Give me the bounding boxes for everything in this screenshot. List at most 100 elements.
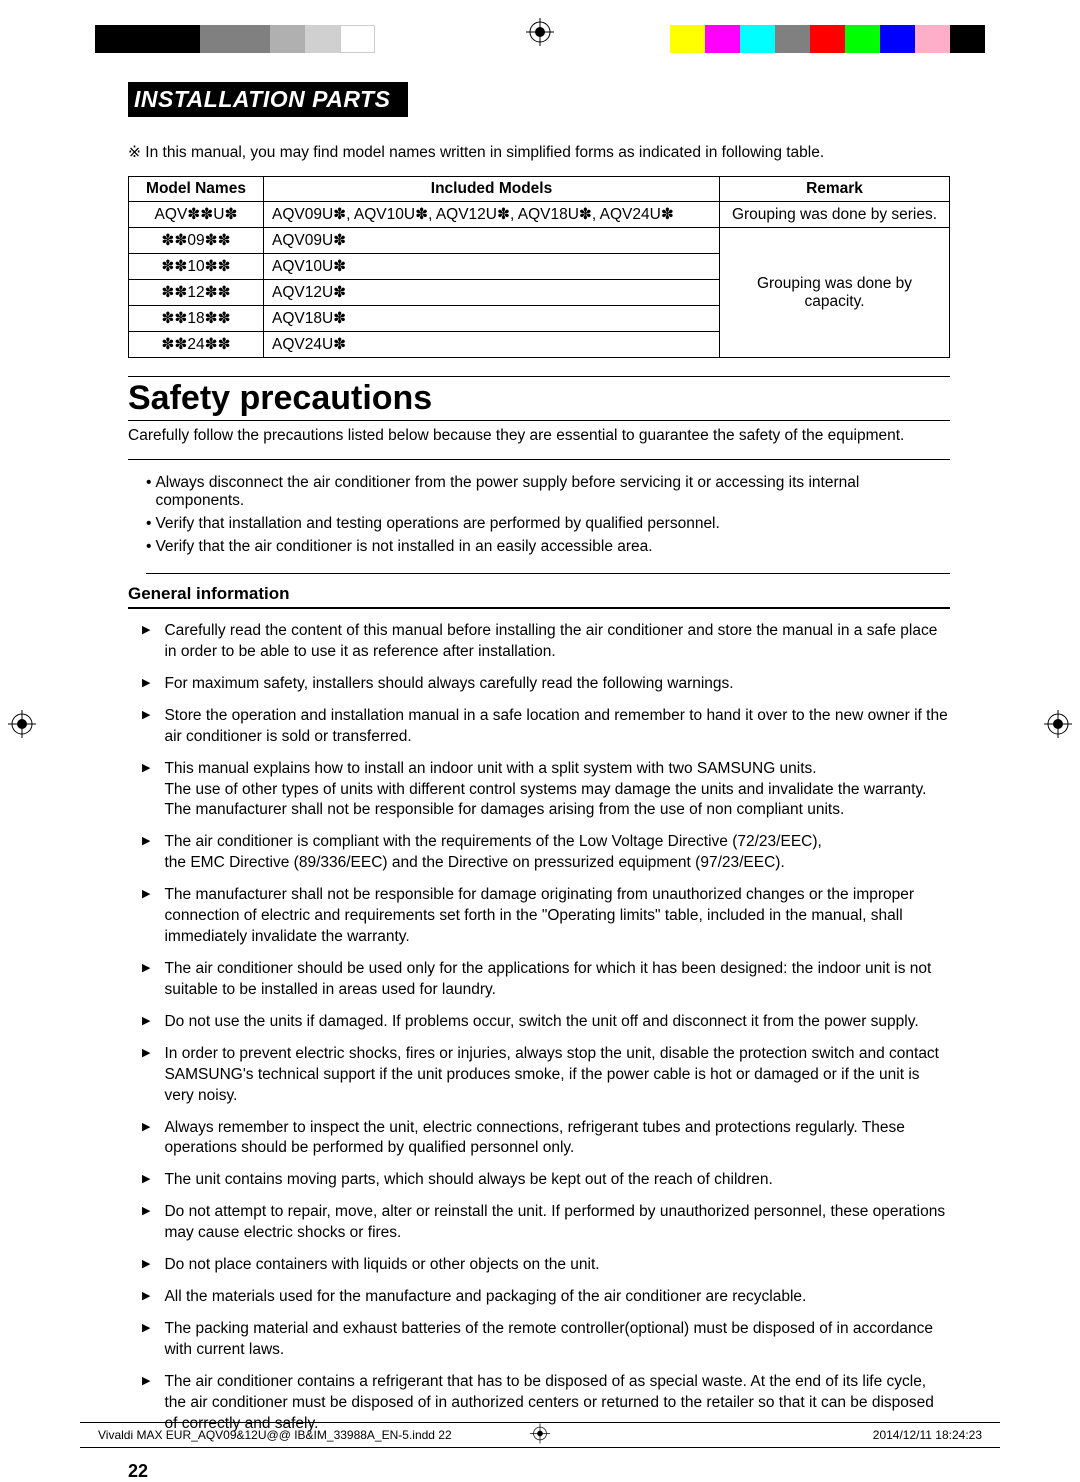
color-swatch bbox=[845, 25, 880, 53]
general-info-item: ▶In order to prevent electric shocks, fi… bbox=[142, 1044, 950, 1107]
color-bar-left bbox=[95, 25, 375, 53]
triangle-bullet-icon: ▶ bbox=[142, 1046, 150, 1107]
registration-mark-footer bbox=[530, 1424, 550, 1447]
warning-item: •Always disconnect the air conditioner f… bbox=[146, 474, 950, 510]
general-info-item: ▶ All the materials used for the manufact… bbox=[142, 1287, 950, 1308]
color-swatch bbox=[165, 25, 200, 53]
th-remark: Remark bbox=[720, 177, 950, 202]
triangle-bullet-icon: ▶ bbox=[142, 1120, 150, 1160]
table-cell: ✽✽10✽✽ bbox=[129, 254, 264, 280]
color-swatch bbox=[705, 25, 740, 53]
warnings-list: •Always disconnect the air conditioner f… bbox=[146, 474, 950, 574]
triangle-bullet-icon: ▶ bbox=[142, 623, 150, 663]
color-swatch bbox=[950, 25, 985, 53]
table-cell: Grouping was done by capacity. bbox=[720, 228, 950, 358]
th-model-names: Model Names bbox=[129, 177, 264, 202]
color-swatch bbox=[915, 25, 950, 53]
general-info-item: ▶ For maximum safety, installers should a… bbox=[142, 674, 950, 695]
general-info-text: All the materials used for the manufactu… bbox=[164, 1287, 806, 1308]
bullet-dot: • bbox=[146, 474, 151, 510]
section-header: INSTALLATION PARTS bbox=[128, 82, 950, 117]
table-cell: ✽✽12✽✽ bbox=[129, 280, 264, 306]
main-heading: Safety precautions bbox=[128, 376, 950, 421]
general-info-text: The manufacturer shall not be responsibl… bbox=[164, 885, 950, 948]
general-info-text: The unit contains moving parts, which sh… bbox=[164, 1170, 772, 1191]
color-swatch bbox=[810, 25, 845, 53]
color-swatch bbox=[880, 25, 915, 53]
triangle-bullet-icon: ▶ bbox=[142, 676, 150, 695]
triangle-bullet-icon: ▶ bbox=[142, 1321, 150, 1361]
general-info-list: ▶ Carefully read the content of this manu… bbox=[142, 621, 950, 1435]
general-info-text: This manual explains how to install an i… bbox=[164, 759, 926, 822]
triangle-bullet-icon: ▶ bbox=[142, 1289, 150, 1308]
table-cell: AQV✽✽U✽ bbox=[129, 202, 264, 228]
bullet-dot: • bbox=[146, 538, 151, 556]
section-header-text: INSTALLATION PARTS bbox=[128, 82, 408, 117]
print-marks-top bbox=[0, 0, 1080, 60]
general-info-item: ▶This manual explains how to install an … bbox=[142, 759, 950, 822]
table-cell: AQV24U✽ bbox=[264, 332, 720, 358]
general-info-item: ▶ Do not place containers with liquids or… bbox=[142, 1255, 950, 1276]
registration-mark-left bbox=[8, 710, 36, 743]
table-cell: ✽✽09✽✽ bbox=[129, 228, 264, 254]
triangle-bullet-icon: ▶ bbox=[142, 761, 150, 822]
general-info-title: General information bbox=[128, 584, 950, 609]
color-swatch bbox=[270, 25, 305, 53]
table-cell: ✽✽18✽✽ bbox=[129, 306, 264, 332]
general-info-item: ▶ The air conditioner should be used only… bbox=[142, 959, 950, 1001]
general-info-text: Do not use the units if damaged. If prob… bbox=[164, 1012, 918, 1033]
warning-item: •Verify that the air conditioner is not … bbox=[146, 538, 950, 556]
general-info-text: The air conditioner is compliant with th… bbox=[164, 832, 821, 874]
triangle-bullet-icon: ▶ bbox=[142, 834, 150, 874]
general-info-text: Carefully read the content of this manua… bbox=[164, 621, 950, 663]
footer-left: Vivaldi MAX EUR_AQV09&12U@@ IB&IM_33988A… bbox=[98, 1428, 452, 1442]
general-info-item: ▶ Store the operation and installation ma… bbox=[142, 706, 950, 748]
page-number: 22 bbox=[128, 1461, 950, 1482]
triangle-bullet-icon: ▶ bbox=[142, 1014, 150, 1033]
bullet-dot: • bbox=[146, 515, 151, 533]
general-info-item: ▶The packing material and exhaust batter… bbox=[142, 1319, 950, 1361]
color-swatch bbox=[130, 25, 165, 53]
warning-item: •Verify that installation and testing op… bbox=[146, 515, 950, 533]
triangle-bullet-icon: ▶ bbox=[142, 961, 150, 1001]
general-info-text: Do not place containers with liquids or … bbox=[164, 1255, 599, 1276]
general-info-item: ▶ Do not use the units if damaged. If pro… bbox=[142, 1012, 950, 1033]
color-bar-right bbox=[670, 25, 985, 53]
general-info-text: Store the operation and installation man… bbox=[164, 706, 950, 748]
triangle-bullet-icon: ▶ bbox=[142, 1257, 150, 1276]
intro-text: Carefully follow the precautions listed … bbox=[128, 427, 950, 460]
table-cell: AQV18U✽ bbox=[264, 306, 720, 332]
general-info-text: For maximum safety, installers should al… bbox=[164, 674, 733, 695]
color-swatch bbox=[305, 25, 340, 53]
general-info-item: ▶Do not attempt to repair, move, alter o… bbox=[142, 1202, 950, 1244]
color-swatch bbox=[775, 25, 810, 53]
warning-text: Verify that installation and testing ope… bbox=[155, 515, 719, 533]
footer-right: 2014/12/11 18:24:23 bbox=[873, 1428, 982, 1442]
general-info-item: ▶ The unit contains moving parts, which s… bbox=[142, 1170, 950, 1191]
table-cell: AQV09U✽ bbox=[264, 228, 720, 254]
footer-bar: Vivaldi MAX EUR_AQV09&12U@@ IB&IM_33988A… bbox=[80, 1422, 1000, 1448]
warning-text: Verify that the air conditioner is not i… bbox=[155, 538, 652, 556]
color-swatch bbox=[235, 25, 270, 53]
table-cell: AQV10U✽ bbox=[264, 254, 720, 280]
triangle-bullet-icon: ▶ bbox=[142, 887, 150, 948]
general-info-item: ▶ The air conditioner is compliant with t… bbox=[142, 832, 950, 874]
triangle-bullet-icon: ▶ bbox=[142, 1204, 150, 1244]
model-table: Model Names Included Models Remark AQV✽✽… bbox=[128, 176, 950, 358]
triangle-bullet-icon: ▶ bbox=[142, 708, 150, 748]
table-cell: AQV09U✽, AQV10U✽, AQV12U✽, AQV18U✽, AQV2… bbox=[264, 202, 720, 228]
triangle-bullet-icon: ▶ bbox=[142, 1172, 150, 1191]
color-swatch bbox=[200, 25, 235, 53]
general-info-text: In order to prevent electric shocks, fir… bbox=[164, 1044, 950, 1107]
general-info-item: ▶ Carefully read the content of this manu… bbox=[142, 621, 950, 663]
color-swatch bbox=[95, 25, 130, 53]
page-content: INSTALLATION PARTS ※ In this manual, you… bbox=[128, 82, 950, 1482]
general-info-item: ▶Always remember to inspect the unit, el… bbox=[142, 1118, 950, 1160]
note-text: ※ In this manual, you may find model nam… bbox=[128, 143, 950, 162]
warning-text: Always disconnect the air conditioner fr… bbox=[155, 474, 950, 510]
general-info-text: The air conditioner should be used only … bbox=[164, 959, 950, 1001]
th-included-models: Included Models bbox=[264, 177, 720, 202]
table-cell: AQV12U✽ bbox=[264, 280, 720, 306]
registration-mark-right bbox=[1044, 710, 1072, 743]
color-swatch bbox=[740, 25, 775, 53]
